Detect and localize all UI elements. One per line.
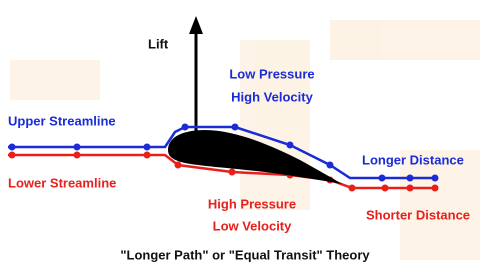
caption: "Longer Path" or "Equal Transit" Theory: [120, 247, 370, 262]
lower-streamline-label: Lower Streamline: [8, 175, 116, 190]
upper-streamline-label: Upper Streamline: [8, 113, 116, 128]
lift-arrowhead: [189, 16, 203, 34]
upper-region-line2: High Velocity: [231, 89, 313, 104]
upper-region-line1: Low Pressure: [229, 66, 314, 81]
diagram: Lift Low Pressure High Velocity Upper St…: [0, 0, 488, 271]
lower-region-line1: High Pressure: [208, 196, 296, 211]
lower-region-line2: Low Velocity: [213, 218, 293, 233]
longer-distance-label: Longer Distance: [362, 152, 464, 167]
lift-label: Lift: [148, 36, 169, 51]
shorter-distance-label: Shorter Distance: [366, 207, 470, 222]
